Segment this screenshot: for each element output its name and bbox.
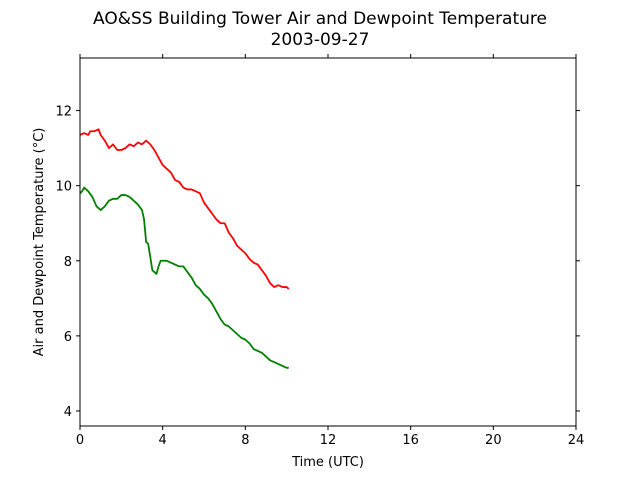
chart-subtitle: 2003-09-27 — [271, 30, 370, 50]
plot-frame — [79, 57, 577, 427]
x-tick-label: 4 — [159, 433, 167, 448]
y-axis-label: Air and Dewpoint Temperature (°C) — [32, 128, 47, 357]
x-axis-label: Time (UTC) — [291, 455, 364, 470]
y-tick-label: 12 — [55, 105, 72, 120]
y-tick-label: 8 — [64, 255, 72, 270]
y-tick-label: 10 — [55, 180, 72, 195]
chart-title: AO&SS Building Tower Air and Dewpoint Te… — [93, 9, 547, 29]
plot-lines — [79, 128, 290, 369]
x-tick-label: 0 — [76, 433, 84, 448]
x-tick-label: 16 — [402, 433, 419, 448]
x-tick-label: 12 — [320, 433, 337, 448]
x-tick-label: 20 — [485, 433, 502, 448]
x-tick-label: 8 — [241, 433, 249, 448]
y-tick-label: 6 — [64, 330, 72, 345]
air-temperature-line — [79, 128, 290, 290]
dewpoint-temperature-line — [79, 186, 289, 369]
y-tick-label: 4 — [64, 405, 72, 420]
x-tick-label: 24 — [568, 433, 585, 448]
